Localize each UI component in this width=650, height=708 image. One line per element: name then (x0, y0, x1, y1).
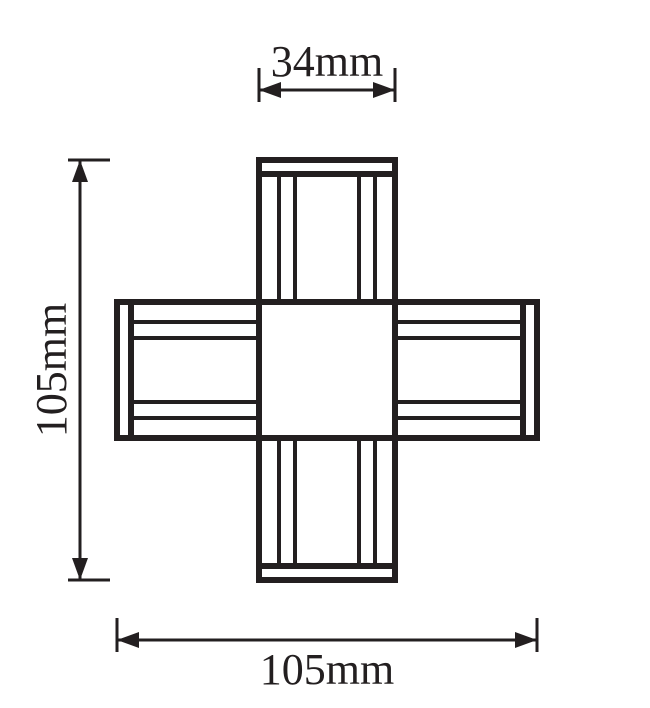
dimension-label: 105mm (260, 645, 394, 694)
dimension-label: 34mm (271, 37, 383, 86)
dimension-label: 105mm (27, 303, 76, 437)
